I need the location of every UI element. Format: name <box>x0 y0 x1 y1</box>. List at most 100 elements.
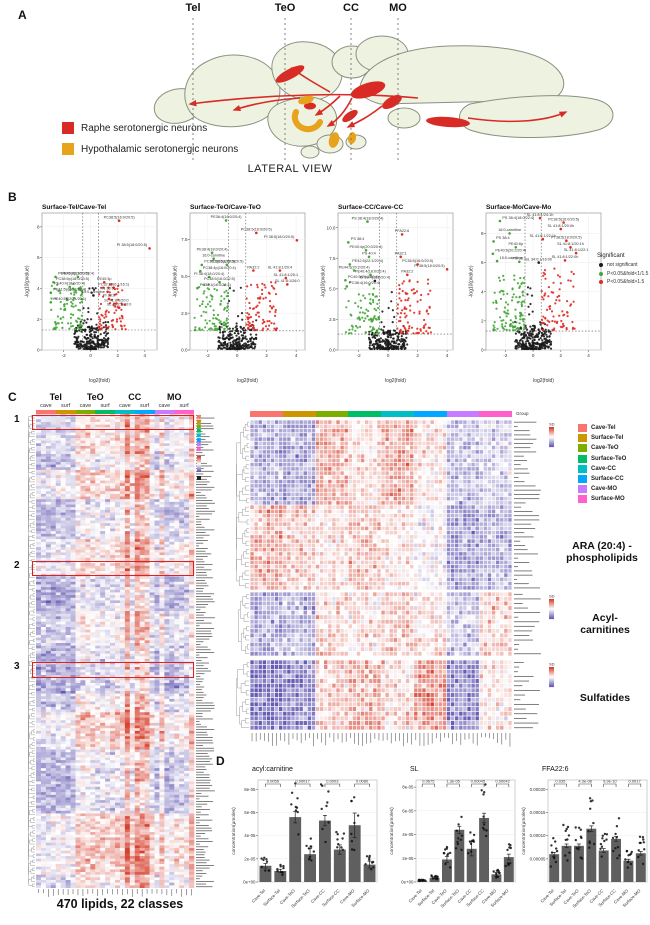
legend-swatch-icon <box>578 424 587 432</box>
panel-d-label: D <box>216 754 225 768</box>
svg-text:PC38:5p(18:0/20:5): PC38:5p(18:0/20:5) <box>210 260 244 264</box>
svg-text:SL 41:8:1/20:0h: SL 41:8:1/20:0h <box>547 224 574 228</box>
main-heatmap-caption: 470 lipids, 22 classes <box>56 897 184 911</box>
group-legend-item: Surface-Tel <box>578 434 626 443</box>
group-strip-segment <box>413 411 447 417</box>
main-heatmap-sub-header: cave <box>79 403 92 409</box>
svg-text:Surface-Mo/Cave-Mo: Surface-Mo/Cave-Mo <box>486 204 551 211</box>
svg-text:15:0-carnitine: 15:0-carnitine <box>500 256 523 260</box>
main-heatmap-region-header: TeO <box>86 392 104 402</box>
svg-text:log2(fold): log2(fold) <box>385 378 406 384</box>
main-heatmap-region-header: Tel <box>49 392 62 402</box>
cluster-title: ARA (20:4) - phospholipids <box>566 540 638 565</box>
svg-text:PE42:5(22:1/20:4): PE42:5(22:1/20:4) <box>352 259 384 263</box>
svg-text:2: 2 <box>481 318 484 323</box>
lateral-view-caption: LATERAL VIEW <box>247 163 333 175</box>
svg-text:PI 38:4(18:0/20:4): PI 38:4(18:0/20:4) <box>194 272 225 276</box>
svg-text:2: 2 <box>116 353 119 358</box>
svg-text:2: 2 <box>560 353 563 358</box>
svg-text:PC38:4(16:0/22:4): PC38:4(16:0/22:4) <box>200 283 232 287</box>
svg-text:8: 8 <box>37 224 40 229</box>
svg-text:PI 38:5(18:0/20:5): PI 38:5(18:0/20:5) <box>264 235 295 239</box>
group-legend-item: Cave-CC <box>578 464 626 473</box>
svg-text:PE40:4(18:0/20:4): PE40:4(18:0/20:4) <box>355 270 387 274</box>
main-heatmap-column-labels <box>36 889 194 898</box>
svg-text:5.0: 5.0 <box>329 286 336 291</box>
group-legend-item: Cave-Tel <box>578 424 626 432</box>
bar-chart-bar-sl: Cave-Tel Surface-Tel Cave-TeO Surface-TeO Ca… <box>386 762 518 922</box>
svg-text:8e-05: 8e-05 <box>402 785 414 790</box>
volcano-plot-volcano-cc: PS 38:4(18:0/20:4) FFA22:6 PS 38:4 PE40:4p(… <box>318 200 458 386</box>
legend-swatch-icon <box>578 444 587 453</box>
svg-text:7.5: 7.5 <box>181 237 188 242</box>
legend-label: Surface-CC <box>591 475 624 482</box>
legend-swatch-icon <box>578 485 587 494</box>
main-heatmap-sub-header: cave <box>40 403 52 409</box>
main-heatmap-sub-header: cave <box>158 403 171 409</box>
bar-chart-bar-ffa226: Cave-Tel Surface-Tel Cave-TeO Surface-TeO Ca… <box>518 762 650 922</box>
svg-text:15:0-carnitine: 15:0-carnitine <box>82 290 105 294</box>
svg-text:PE40:4(18:0/20:4): PE40:4(18:0/20:4) <box>54 282 86 286</box>
svg-text:PA32:1: PA32:1 <box>395 252 407 256</box>
volcano-plot-volcano-mo: PS 38:4(18:0/22:4) SL 41:8:1/24:1h PC38:5(… <box>466 200 606 386</box>
svg-text:4: 4 <box>446 353 449 358</box>
legend-swatch-icon <box>578 434 587 443</box>
svg-text:PE40:5p(20:4/20:1): PE40:5p(20:4/20:1) <box>53 297 87 301</box>
group-strip-segment <box>174 410 194 414</box>
svg-text:2.5: 2.5 <box>329 317 336 322</box>
svg-text:SL 34:0:1/16:0h: SL 34:0:1/16:0h <box>525 257 552 261</box>
svg-text:concentration(µmoles): concentration(µmoles) <box>231 807 237 855</box>
svg-text:PE40:4p(20:0/20:4): PE40:4p(20:0/20:4) <box>61 272 95 276</box>
svg-text:2: 2 <box>37 317 40 322</box>
svg-text:SL 41:8:1/22:1h: SL 41:8:1/22:1h <box>529 234 556 238</box>
svg-text:PC38:4p(18:0/20:4): PC38:4p(18:0/20:4) <box>203 266 237 270</box>
svg-text:16:0-carnitine: 16:0-carnitine <box>498 228 521 232</box>
svg-text:0.035: 0.035 <box>555 779 566 784</box>
group-strip-label: Group <box>516 411 529 416</box>
svg-text:-log10(pvalue): -log10(pvalue) <box>321 265 327 297</box>
legend-swatch-icon <box>62 122 74 134</box>
svg-text:4e-05: 4e-05 <box>244 833 256 838</box>
svg-text:1.3e-05: 1.3e-05 <box>446 779 460 784</box>
svg-text:2.5: 2.5 <box>181 311 188 316</box>
svg-text:PE44:5(20:2/20:4): PE44:5(20:2/20:4) <box>339 265 371 269</box>
svg-text:SL 41:8:1/26:0: SL 41:8:1/26:0 <box>275 279 300 283</box>
legend-dot-icon <box>599 271 603 276</box>
svg-text:PS 38:4: PS 38:4 <box>351 237 365 241</box>
svg-text:PE41:5p(20:2/20:4): PE41:5p(20:2/20:4) <box>53 288 87 292</box>
group-legend-item: Surface-TeO <box>578 454 626 463</box>
svg-text:log2(fold): log2(fold) <box>533 378 554 384</box>
svg-text:PC38:4(16:0/20:4): PC38:4(16:0/20:4) <box>349 281 381 285</box>
svg-text:6: 6 <box>481 260 484 265</box>
svg-text:0.0003: 0.0003 <box>326 779 339 784</box>
svg-text:8e-05: 8e-05 <box>244 787 256 792</box>
svg-text:log2(fold): log2(fold) <box>237 378 258 384</box>
main-heatmap-sub-header: surf <box>140 403 150 409</box>
panel-b-label: B <box>8 190 17 204</box>
brain-diagram <box>153 18 614 162</box>
group-strip-segment <box>134 410 155 414</box>
svg-text:Surface-Tel/Cave-Tel: Surface-Tel/Cave-Tel <box>42 204 106 211</box>
region-divider-lines <box>192 18 399 162</box>
group-strip-segment <box>36 410 56 414</box>
legend-swatch-icon <box>578 495 587 504</box>
svg-text:2: 2 <box>265 353 268 358</box>
legend-label: Cave-Tel <box>591 425 616 431</box>
highlight-box-3 <box>32 662 194 678</box>
svg-text:FFA22:6: FFA22:6 <box>395 229 409 233</box>
volcano-plot-volcano-tel: PC38:5(16:0/20:5) PI 38:5(18:0/20:5) PC40:… <box>22 200 162 386</box>
panel-a-label: A <box>18 8 27 22</box>
svg-text:5.0: 5.0 <box>181 274 188 279</box>
panel-c-label: C <box>8 390 17 404</box>
svg-text:-2: -2 <box>503 353 508 358</box>
svg-text:-2: -2 <box>357 353 362 358</box>
group-legend-item: Surface-CC <box>578 474 626 483</box>
svg-text:SL 41:8:1/20:0: SL 41:8:1/20:0 <box>104 298 129 302</box>
group-strip-segment <box>446 411 480 417</box>
svg-text:PS 38:4(18:0/22:4): PS 38:4(18:0/22:4) <box>502 216 535 220</box>
svg-text:PE38:4(18:0/20:4): PE38:4(18:0/20:4) <box>197 248 229 252</box>
svg-text:2e-05: 2e-05 <box>402 856 414 861</box>
sd-colorbar: SD <box>548 593 564 625</box>
significance-legend-item: P<0.05&fold<1/1.5 <box>597 271 648 277</box>
legend-label: Surface-Tel <box>591 435 624 442</box>
